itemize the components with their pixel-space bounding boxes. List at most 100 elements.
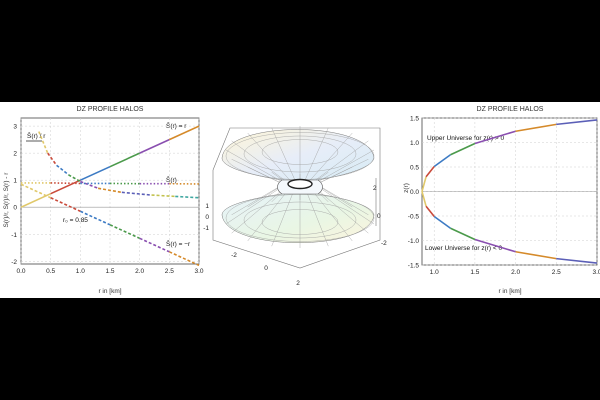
box-back-edge — [212, 127, 381, 171]
series-line-z-lower — [474, 238, 516, 253]
mesh-meridian-lower — [312, 185, 369, 234]
series-line-s-eq-minus-r — [139, 237, 170, 253]
series-line-z-upper — [474, 130, 516, 145]
series-line-s-eq-minus-r — [109, 224, 140, 240]
label-s-over-r: Ŝ(r) / r — [27, 131, 46, 140]
throat-ring — [287, 178, 313, 190]
series-line-z-lower — [421, 191, 427, 207]
series-line-s — [50, 182, 81, 185]
series-line-s-eq-minus-r — [169, 251, 200, 267]
series-line-z-lower — [425, 205, 435, 217]
right-x-axis-label: r in [km] — [498, 288, 521, 295]
z-tick: 1 — [205, 203, 209, 210]
left-panel-bg — [0, 102, 200, 298]
series-line-z-upper — [556, 119, 598, 126]
series-line-s-over-r — [121, 191, 152, 196]
x-tick: 0 — [264, 265, 268, 272]
surface-upper-sheet — [221, 129, 375, 183]
left-x-tick: 1.0 — [76, 268, 85, 275]
mesh-meridian-lower — [231, 185, 288, 234]
mesh-meridian-lower — [313, 183, 375, 225]
left-x-axis-label: r in [km] — [98, 288, 121, 295]
series-line-s-eq-r — [109, 152, 140, 168]
right-y-tick: 0.0 — [410, 189, 419, 196]
series-line-z-upper — [421, 176, 427, 192]
left-y-tick: 0 — [13, 205, 17, 212]
mesh-meridian-lower — [225, 183, 287, 225]
series-line-s-over-r — [80, 180, 99, 190]
label-r0: r₀ = 0.85 — [63, 217, 88, 224]
z-tick: -1 — [203, 225, 209, 232]
series-line-s-over-r — [47, 152, 58, 166]
right-y-tick: -1.0 — [408, 238, 420, 245]
series-line-s-eq-minus-r — [20, 183, 51, 199]
series-line-s-over-r — [97, 187, 123, 194]
left-x-tick: 0.0 — [16, 268, 25, 275]
mesh-meridian-lower — [271, 188, 295, 247]
series-line-s-over-r — [56, 164, 69, 176]
x-tick: -2 — [231, 252, 237, 259]
series-line-s-eq-r — [139, 138, 170, 154]
series-line-s-over-r — [68, 174, 81, 183]
mesh-meridian-lower — [247, 187, 291, 242]
right-x-tick: 1.5 — [470, 269, 479, 276]
mesh-meridian-upper — [312, 140, 369, 183]
left-x-tick: 1.5 — [105, 268, 114, 275]
series-line-s-eq-r — [50, 179, 81, 195]
label-lower-universe: Lower Universe for z(r) < 0 — [425, 245, 503, 252]
right-y-tick: -1.5 — [408, 263, 420, 270]
right-y-tick: -0.5 — [408, 214, 420, 221]
label-s-eq-r: Ŝ(r) = r — [166, 121, 187, 130]
y-tick: 0 — [377, 213, 381, 220]
left-y-tick: -1 — [11, 232, 17, 239]
right-y-tick: 1.0 — [410, 140, 419, 147]
surface-plot: 1 0 -1 -2 0 2 -2 0 2 — [203, 126, 387, 287]
label-s-eq-minus-r: Ŝ(r) = −r — [166, 239, 191, 248]
left-x-tick: 3.0 — [194, 268, 203, 275]
left-y-tick: 2 — [13, 151, 17, 158]
right-x-tick: 2.0 — [511, 269, 520, 276]
left-y-tick: -2 — [11, 259, 17, 266]
mesh-meridian-upper — [247, 132, 291, 181]
series-line-z-lower — [433, 215, 451, 229]
left-y-tick: 3 — [13, 124, 17, 131]
series-line-z-upper — [425, 166, 435, 178]
right-y-axis-label: z(r) — [403, 183, 410, 193]
series-line-z-lower — [450, 227, 476, 241]
left-y-tick: 1 — [13, 178, 17, 185]
series-line-s-eq-r — [169, 125, 200, 141]
series-line-s-eq-minus-r — [80, 210, 111, 226]
mesh-meridian-upper — [309, 132, 353, 181]
series-line-z-upper — [515, 123, 557, 133]
left-x-tick: 2.0 — [135, 268, 144, 275]
series-line-z-lower — [556, 257, 598, 264]
mesh-meridian-upper — [231, 159, 288, 187]
right-chart-title: DZ PROFILE HALOS — [477, 106, 544, 113]
left-chart-title: DZ PROFILE HALOS — [77, 106, 144, 113]
label-s: Ŝ(r) — [166, 175, 177, 184]
box-front-edge — [212, 170, 381, 269]
series-line-z-lower — [515, 250, 557, 260]
series-line-s-eq-r — [80, 165, 111, 181]
series-line-z-upper — [450, 142, 476, 156]
left-y-axis-label: S(r)/r, S(r)/r, S(r) - r — [3, 172, 10, 228]
x-tick: 2 — [296, 280, 300, 287]
mesh-meridian-upper — [313, 149, 375, 185]
mesh-meridian-upper — [225, 149, 287, 185]
z-tick: 0 — [205, 214, 209, 221]
series-line-s-over-r — [175, 195, 200, 199]
mesh-meridian-upper — [305, 127, 329, 180]
y-tick: -2 — [381, 240, 387, 247]
y-tick: 2 — [373, 185, 377, 192]
right-y-tick: 0.5 — [410, 165, 419, 172]
mesh-meridian-upper — [271, 127, 295, 180]
label-upper-universe: Upper Universe for z(r) > 0 — [427, 135, 505, 142]
series-line-z-upper — [433, 154, 451, 168]
mesh-meridian-upper — [231, 140, 288, 183]
right-x-tick: 2.5 — [552, 269, 561, 276]
mesh-meridian-lower — [309, 187, 353, 242]
right-y-tick: 1.5 — [410, 116, 419, 123]
mesh-meridian-lower — [305, 188, 329, 247]
